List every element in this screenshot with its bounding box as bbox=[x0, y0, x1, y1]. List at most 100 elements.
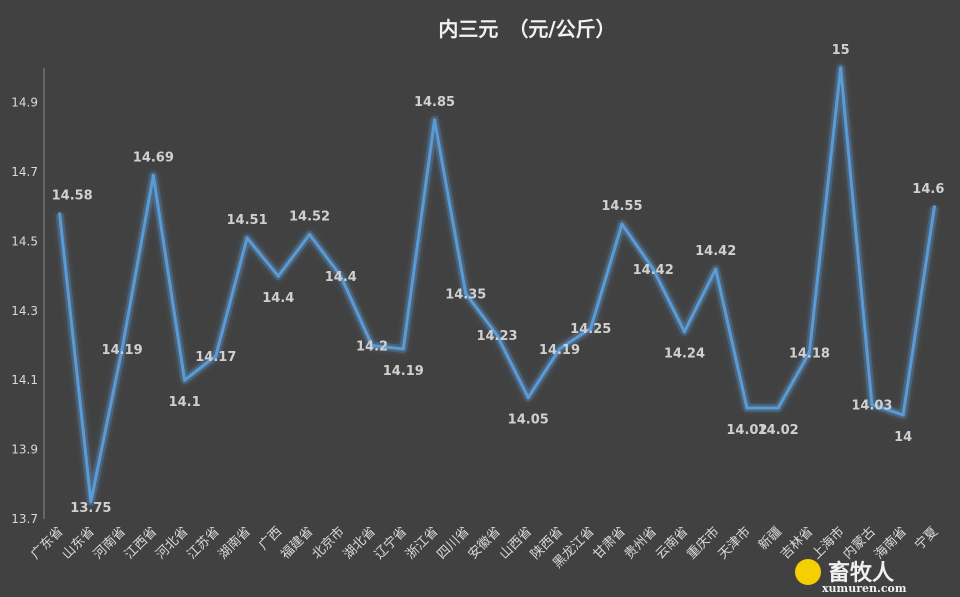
x-category-label: 上海市 bbox=[809, 524, 848, 563]
x-category-label: 天津市 bbox=[715, 524, 754, 563]
series-segment bbox=[183, 354, 218, 382]
data-label: 14.24 bbox=[664, 347, 705, 362]
x-category-label: 四川省 bbox=[434, 524, 472, 562]
series-line-group bbox=[55, 64, 939, 506]
x-category-label: 甘肃省 bbox=[591, 524, 629, 562]
x-category-label: 山西省 bbox=[497, 524, 535, 562]
y-tick-label: 13.9 bbox=[11, 443, 38, 457]
x-category-label: 内蒙古 bbox=[840, 524, 879, 563]
series-segment bbox=[245, 236, 280, 278]
y-tick-label: 14.7 bbox=[11, 165, 38, 179]
data-label: 14.58 bbox=[52, 189, 93, 204]
series-line-glow bbox=[55, 64, 939, 506]
series-segment bbox=[89, 347, 124, 504]
data-label: 14.19 bbox=[539, 343, 580, 358]
data-labels: 14.58 13.75 14.19 14.69 14.1 14.17 14.51 14.4 14… bbox=[52, 43, 945, 516]
data-point bbox=[589, 326, 593, 330]
x-category-label: 福建省 bbox=[278, 524, 316, 562]
y-tick-label: 14.1 bbox=[11, 373, 38, 387]
series-segment bbox=[151, 174, 187, 382]
series-segment bbox=[589, 222, 624, 330]
data-label: 14.4 bbox=[262, 291, 294, 306]
series-segment bbox=[495, 333, 530, 400]
data-label: 15 bbox=[832, 43, 850, 58]
x-category-label: 云南省 bbox=[652, 524, 691, 563]
data-label: 14.6 bbox=[912, 182, 944, 197]
data-label: 14.19 bbox=[102, 343, 143, 358]
data-point bbox=[214, 354, 218, 358]
data-point bbox=[495, 333, 499, 337]
x-category-label: 贵州省 bbox=[622, 524, 660, 562]
data-point bbox=[370, 344, 374, 348]
data-point bbox=[901, 413, 905, 417]
x-category-label: 山东省 bbox=[59, 524, 97, 562]
series-segment bbox=[214, 236, 249, 358]
data-point bbox=[932, 205, 936, 209]
series-segment bbox=[776, 350, 811, 410]
watermark-logo: 畜牧人 xumuren.com bbox=[795, 559, 907, 595]
y-axis-ticks: 13.7 13.9 14.1 14.3 14.5 14.7 14.9 bbox=[11, 96, 38, 526]
data-point bbox=[714, 267, 718, 271]
series-segment bbox=[339, 274, 374, 348]
data-point bbox=[120, 347, 124, 351]
data-point bbox=[620, 222, 624, 226]
data-label: 14.02 bbox=[726, 423, 767, 438]
data-label: 14.51 bbox=[227, 213, 268, 228]
data-label: 14.4 bbox=[325, 270, 357, 285]
data-label: 14 bbox=[894, 430, 912, 445]
x-category-label: 河北省 bbox=[153, 524, 191, 562]
y-tick-label: 14.3 bbox=[11, 304, 38, 318]
data-point bbox=[526, 396, 530, 400]
series-segment bbox=[682, 267, 718, 334]
x-category-label: 湖北省 bbox=[341, 524, 379, 562]
series-segment bbox=[557, 326, 593, 351]
data-point bbox=[839, 66, 843, 70]
x-category-label: 河南省 bbox=[90, 524, 129, 563]
data-point bbox=[276, 274, 280, 278]
data-label: 14.42 bbox=[695, 244, 736, 259]
data-label: 14.35 bbox=[445, 288, 486, 303]
y-tick-label: 14.9 bbox=[11, 96, 38, 110]
data-label: 14.2 bbox=[356, 340, 388, 355]
data-point bbox=[870, 403, 874, 407]
data-point bbox=[682, 330, 686, 334]
x-category-label: 湖南省 bbox=[215, 524, 254, 563]
data-label: 14.42 bbox=[633, 263, 674, 278]
watermark-heart-icon bbox=[795, 559, 821, 585]
data-point bbox=[557, 347, 561, 351]
x-category-label: 浙江省 bbox=[403, 524, 441, 562]
x-category-label: 海南省 bbox=[871, 524, 910, 563]
x-category-label: 吉林省 bbox=[778, 524, 816, 562]
data-label: 14.69 bbox=[133, 151, 174, 166]
series-segment bbox=[714, 267, 749, 410]
data-point bbox=[89, 500, 93, 504]
series-segment bbox=[620, 222, 655, 271]
series-segment bbox=[901, 205, 936, 417]
watermark-url: xumuren.com bbox=[822, 582, 907, 595]
x-category-label: 广东省 bbox=[28, 524, 66, 562]
series-segment bbox=[276, 233, 312, 278]
series-segment bbox=[526, 347, 561, 400]
data-label: 14.85 bbox=[414, 95, 455, 110]
data-point bbox=[58, 212, 62, 216]
x-category-label: 江西省 bbox=[122, 524, 160, 562]
data-label: 14.18 bbox=[789, 346, 830, 361]
series-segment bbox=[807, 66, 843, 354]
data-label: 14.05 bbox=[508, 413, 549, 428]
series-segment bbox=[839, 66, 874, 407]
series-segment bbox=[370, 344, 405, 351]
data-label: 14.52 bbox=[289, 210, 330, 225]
data-label: 13.75 bbox=[70, 501, 111, 516]
data-label: 14.1 bbox=[169, 395, 201, 410]
x-category-label: 北京市 bbox=[309, 524, 348, 563]
data-point bbox=[433, 118, 437, 122]
y-tick-label: 13.7 bbox=[11, 512, 38, 526]
watermark-text: 畜牧人 bbox=[828, 560, 894, 586]
series-segment bbox=[870, 403, 905, 417]
data-label: 14.17 bbox=[195, 350, 236, 365]
series-segment bbox=[401, 118, 437, 351]
data-label: 14.55 bbox=[601, 199, 642, 214]
x-category-label: 辽宁省 bbox=[371, 524, 410, 563]
data-point bbox=[339, 274, 343, 278]
data-point bbox=[183, 378, 187, 382]
